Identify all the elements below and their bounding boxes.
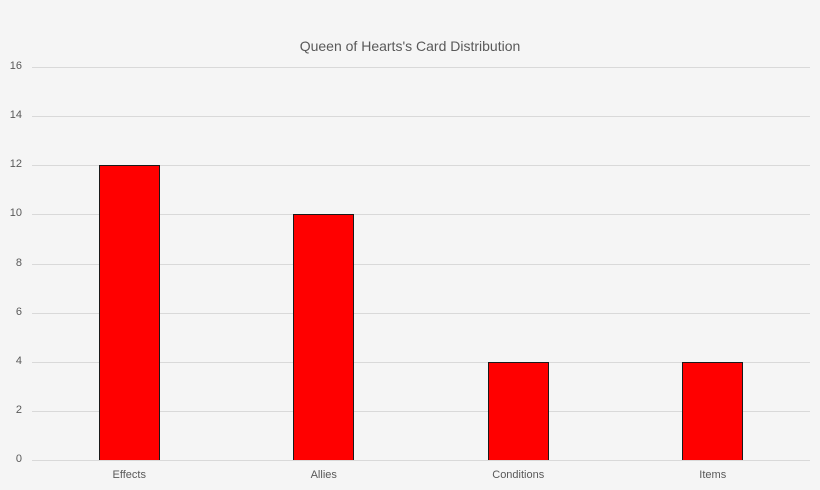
x-tick-label: Effects [112,469,146,481]
gridline [32,410,810,412]
bar-effects [98,165,160,460]
y-tick-label: 6 [15,305,22,318]
y-tick-label: 2 [15,403,22,416]
gridline [32,263,810,265]
gridline [32,460,810,461]
y-tick-label: 12 [9,158,22,171]
x-tick-label: Conditions [492,469,545,481]
x-tick-label: Items [699,469,727,481]
bar-allies [293,214,355,460]
bar-items [682,361,744,460]
chart-title: Queen of Hearts's Card Distribution [299,38,521,54]
gridline [32,67,810,68]
plot-area [32,67,810,461]
y-tick-label: 14 [9,109,22,122]
gridline [32,116,810,118]
gridline [32,361,810,363]
y-tick-label: 4 [15,354,22,367]
x-tick-label: Allies [310,469,337,481]
y-tick-label: 16 [9,60,22,72]
bar-conditions [487,361,549,460]
gridline [32,214,810,216]
y-tick-label: 0 [15,453,22,465]
y-tick-label: 10 [9,207,22,220]
gridline [32,165,810,167]
gridline [32,312,810,314]
y-tick-label: 8 [15,256,22,269]
